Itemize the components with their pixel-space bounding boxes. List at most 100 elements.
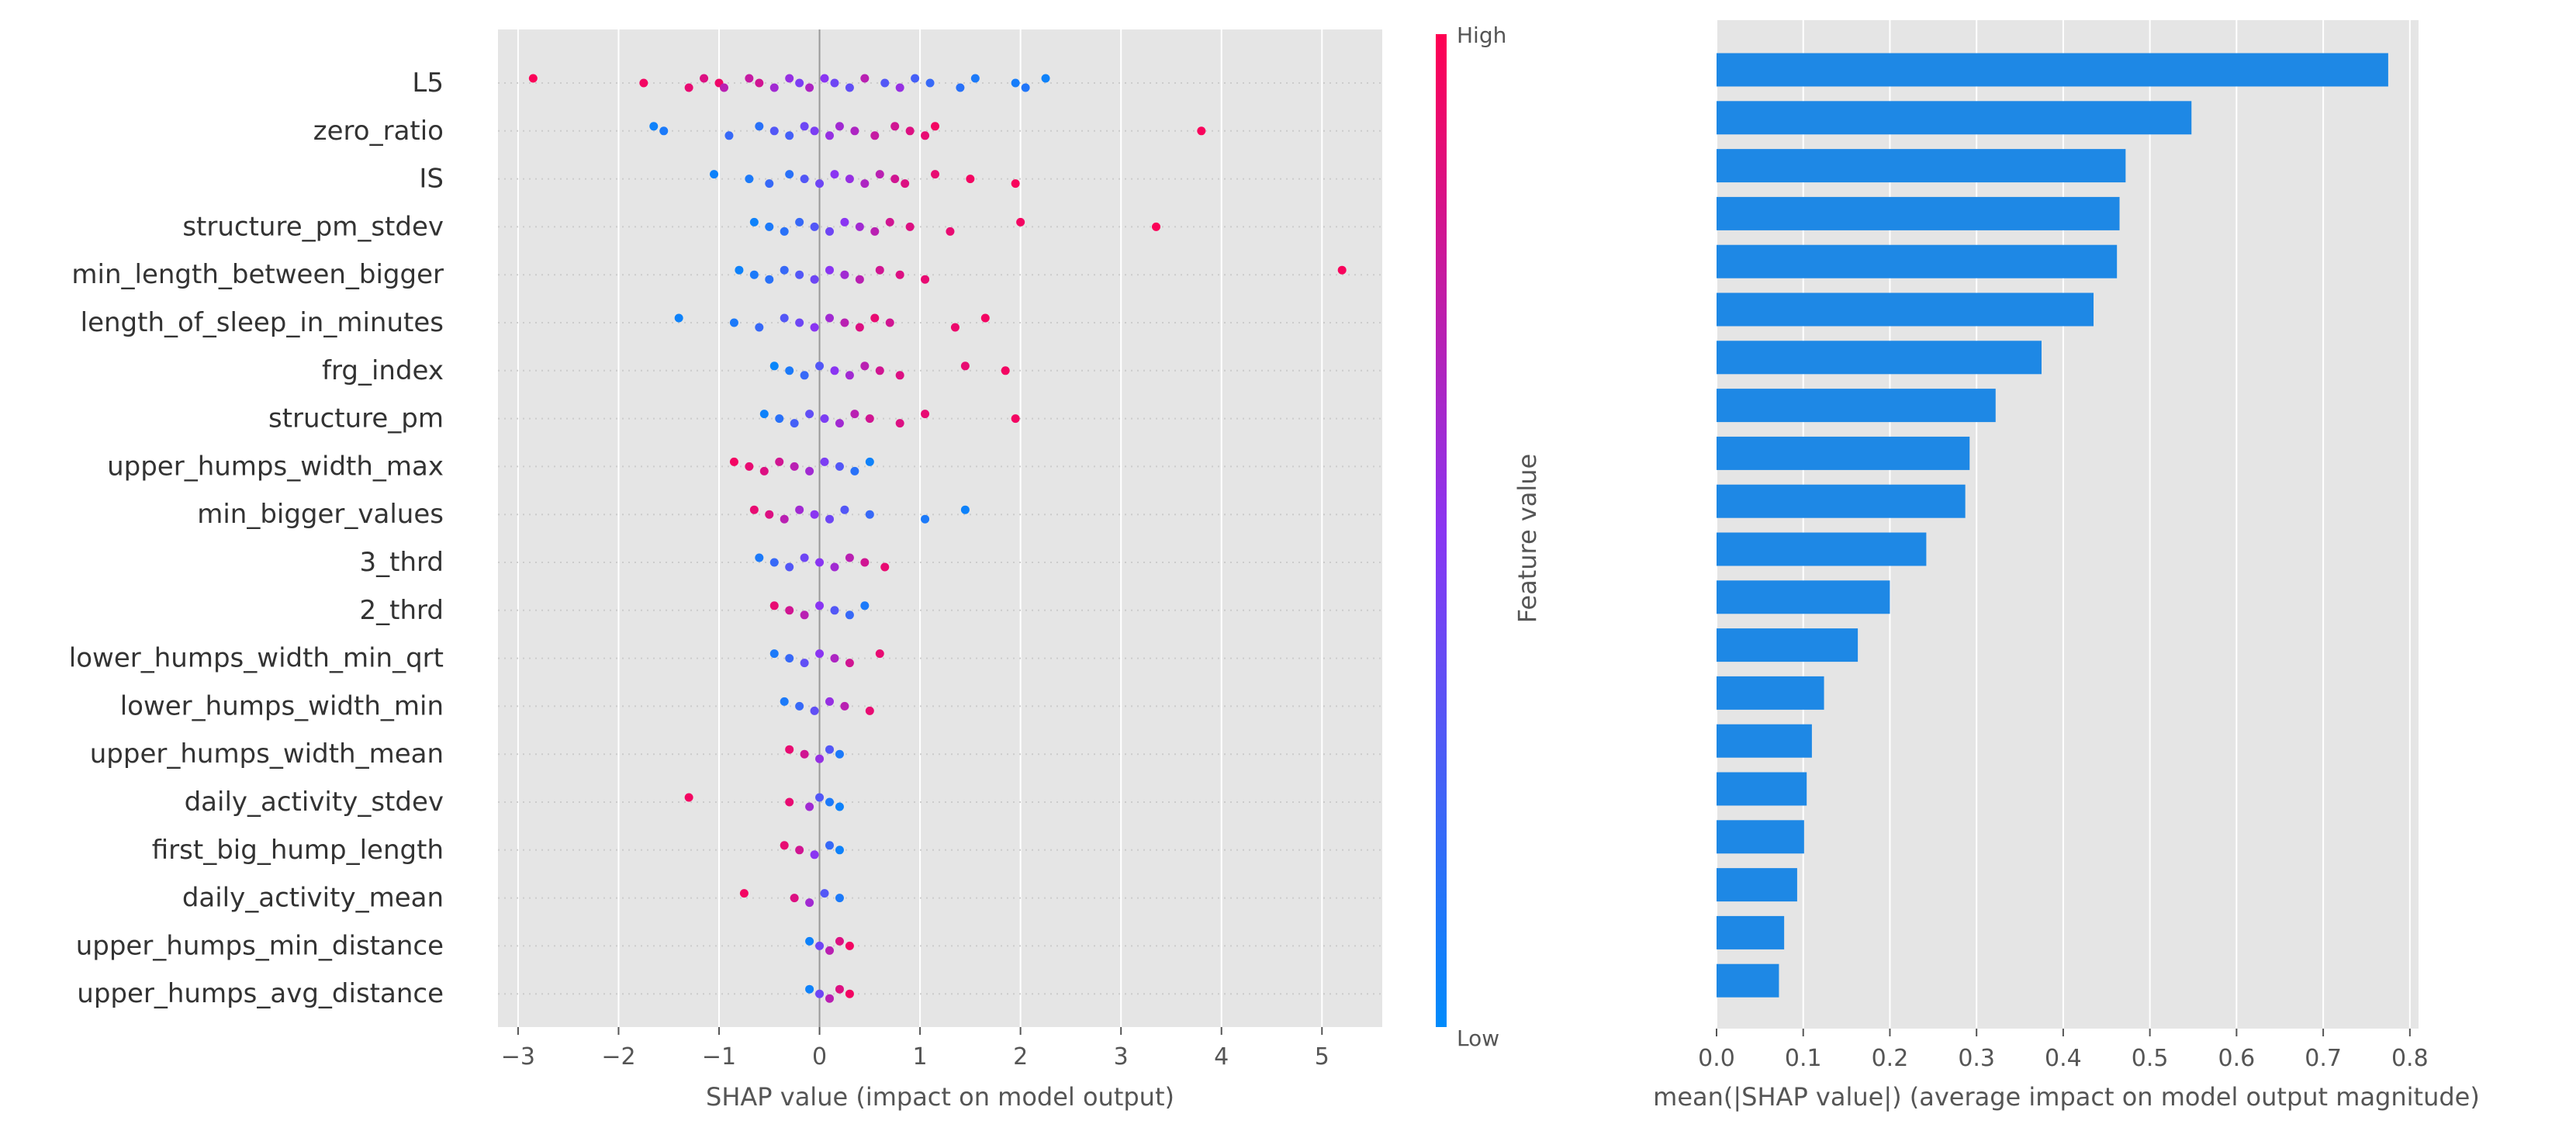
- beeswarm-point: [780, 841, 789, 850]
- beeswarm-point: [790, 462, 799, 471]
- beeswarm-point: [885, 217, 894, 227]
- beeswarm-point: [684, 793, 693, 802]
- beeswarm-gridlines: [498, 29, 1382, 1027]
- beeswarm-point: [775, 457, 784, 466]
- beeswarm-point: [800, 749, 809, 759]
- beeswarm-point: [855, 323, 864, 332]
- bar-daily_activity_mean: [1717, 868, 1797, 902]
- beeswarm-point: [820, 414, 829, 424]
- beeswarm-point: [921, 514, 930, 524]
- beeswarm-x-axis-label: SHAP value (impact on model output): [706, 1082, 1174, 1112]
- beeswarm-point: [980, 313, 990, 323]
- beeswarm-point: [729, 318, 738, 327]
- beeswarm-point: [810, 222, 819, 231]
- beeswarm-point: [755, 553, 764, 562]
- beeswarm-point: [850, 410, 859, 419]
- beeswarm-point: [785, 797, 794, 807]
- beeswarm-point: [870, 131, 880, 140]
- beeswarm-point: [795, 701, 804, 711]
- beeswarm-feature-label: upper_humps_width_mean: [90, 738, 444, 770]
- beeswarm-point: [769, 361, 779, 371]
- beeswarm-point: [835, 802, 844, 811]
- beeswarm-point: [649, 122, 659, 131]
- beeswarm-point: [745, 74, 754, 83]
- bar-x-tick-label: 0.6: [2218, 1045, 2256, 1072]
- beeswarm-point: [785, 74, 794, 83]
- beeswarm-feature-label: min_length_between_bigger: [71, 259, 444, 290]
- bar-structure_pm: [1717, 389, 1996, 423]
- bar-min_bigger_values: [1717, 484, 1966, 518]
- beeswarm-point: [800, 610, 809, 620]
- beeswarm-point: [749, 505, 759, 514]
- bar-x-tick-label: 0.4: [2045, 1045, 2082, 1072]
- beeswarm-point: [1011, 78, 1020, 88]
- beeswarm-point: [780, 265, 789, 275]
- bar-x-tick-label: 0.0: [1698, 1045, 1735, 1072]
- beeswarm-point: [780, 313, 789, 323]
- beeswarm-feature-label: upper_humps_width_max: [107, 451, 444, 482]
- bar-zero_ratio: [1717, 101, 2192, 135]
- beeswarm-point: [830, 606, 839, 615]
- beeswarm-point: [825, 797, 834, 807]
- beeswarm-point: [855, 275, 864, 284]
- beeswarm-point: [845, 989, 854, 998]
- bar-min_length_between_bigger: [1717, 244, 2118, 278]
- beeswarm-feature-label: structure_pm_stdev: [182, 211, 444, 242]
- beeswarm-x-ticks: −3 −2 −1 0 1 2 3 4 5: [501, 1027, 1329, 1070]
- beeswarm-point: [790, 894, 799, 903]
- beeswarm-point: [825, 131, 834, 140]
- beeswarm-x-tick-label: 5: [1315, 1043, 1329, 1070]
- bar-upper_humps_min_distance: [1717, 915, 1785, 949]
- beeswarm-point: [739, 889, 749, 898]
- beeswarm-point: [825, 841, 834, 850]
- beeswarm-point: [795, 217, 804, 227]
- beeswarm-point: [790, 419, 799, 428]
- beeswarm-point: [775, 414, 784, 424]
- bar-x-axis-label: mean(|SHAP value|) (average impact on mo…: [1653, 1082, 2480, 1112]
- beeswarm-point: [785, 366, 794, 375]
- beeswarm-x-tick-label: 0: [812, 1043, 827, 1070]
- beeswarm-point: [805, 83, 814, 92]
- beeswarm-point: [820, 457, 829, 466]
- beeswarm-point: [925, 78, 935, 88]
- beeswarm-point: [759, 466, 769, 476]
- beeswarm-point: [835, 984, 844, 994]
- beeswarm-point: [800, 553, 809, 562]
- beeswarm-point: [810, 706, 819, 715]
- beeswarm-point: [905, 222, 915, 231]
- beeswarm-point: [875, 265, 884, 275]
- beeswarm-point: [785, 745, 794, 754]
- beeswarm-point: [865, 510, 874, 519]
- beeswarm-point: [1021, 83, 1030, 92]
- beeswarm-point: [815, 649, 825, 659]
- beeswarm-feature-label: lower_humps_width_min: [120, 690, 444, 721]
- beeswarm-point: [921, 131, 930, 140]
- beeswarm-point: [810, 510, 819, 519]
- beeswarm-point: [810, 850, 819, 859]
- beeswarm-point: [785, 606, 794, 615]
- beeswarm-point: [800, 175, 809, 184]
- beeswarm-point: [1041, 74, 1050, 83]
- beeswarm-feature-label: daily_activity_mean: [182, 883, 444, 914]
- beeswarm-plot-area: [498, 29, 1382, 1027]
- beeswarm-feature-label: IS: [419, 164, 444, 195]
- beeswarm-point: [769, 649, 779, 659]
- beeswarm-point: [659, 126, 669, 136]
- beeswarm-point: [805, 898, 814, 908]
- beeswarm-point: [785, 170, 794, 179]
- beeswarm-point: [684, 83, 693, 92]
- beeswarm-point: [820, 74, 829, 83]
- beeswarm-point: [815, 361, 825, 371]
- beeswarm-point: [710, 170, 719, 179]
- beeswarm-point: [855, 222, 864, 231]
- beeswarm-point: [830, 170, 839, 179]
- bar-x-tick-label: 0.7: [2305, 1045, 2342, 1072]
- beeswarm-point: [865, 457, 874, 466]
- beeswarm-point: [800, 371, 809, 380]
- beeswarm-point: [769, 126, 779, 136]
- beeswarm-point: [830, 366, 839, 375]
- beeswarm-point: [895, 270, 904, 279]
- beeswarm-point: [895, 419, 904, 428]
- beeswarm-point: [840, 318, 849, 327]
- beeswarm-point: [860, 179, 870, 188]
